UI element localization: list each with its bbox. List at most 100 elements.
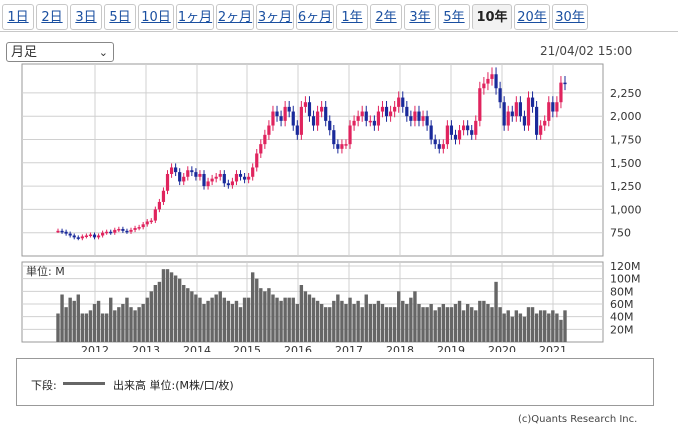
candle-body (182, 176, 186, 182)
volume-bar (125, 297, 129, 342)
volume-bar (502, 313, 506, 342)
tab-9[interactable]: 6ヶ月 (296, 4, 334, 30)
tab-12[interactable]: 3年 (404, 4, 436, 30)
tab-16[interactable]: 30年 (552, 4, 588, 30)
tab-2[interactable]: 2日 (36, 4, 68, 30)
volume-bar (413, 291, 417, 342)
tab-1[interactable]: 1日 (2, 4, 34, 30)
candle-body (449, 125, 454, 135)
candle-body (105, 231, 109, 234)
candle-body (510, 111, 514, 117)
candle-body (271, 111, 275, 126)
candle-body (247, 176, 251, 180)
volume-unit-label: 単位: M (26, 264, 65, 278)
volume-bar (340, 300, 344, 342)
volume-bar (80, 313, 85, 342)
volume-bar (538, 310, 543, 342)
volume-bar (478, 300, 482, 342)
candle-body (311, 116, 316, 126)
volume-bar (275, 297, 279, 342)
volume-bar (510, 316, 514, 342)
select-value: 月足 (11, 45, 38, 60)
candle-body (470, 130, 474, 135)
volume-bar (210, 297, 214, 342)
volume-bar (388, 307, 393, 342)
candle-body (194, 172, 198, 177)
candle-body (315, 111, 320, 126)
tab-6[interactable]: 1ヶ月 (176, 4, 214, 30)
tab-13[interactable]: 5年 (438, 4, 470, 30)
candle-body (376, 111, 381, 126)
candle-body (539, 125, 543, 135)
volume-tick-label: 20M (610, 323, 634, 336)
volume-bar (543, 310, 547, 342)
candle-body (80, 236, 84, 239)
candle-body (555, 102, 559, 112)
candle-body (490, 74, 494, 79)
volume-bar (474, 310, 478, 342)
candle-body (417, 111, 421, 121)
candle-body (380, 106, 385, 112)
tab-7[interactable]: 2ヶ月 (216, 4, 254, 30)
candle-body (372, 120, 376, 126)
volume-bar (88, 310, 93, 342)
year-label: 2012 (81, 344, 109, 352)
volume-bar (157, 281, 162, 342)
volume-bar (202, 304, 206, 342)
volume-bar (360, 307, 364, 342)
tab-14[interactable]: 10年 (472, 4, 512, 30)
volume-bar (563, 310, 567, 342)
candle-body (466, 125, 470, 131)
volume-bar (470, 307, 474, 342)
candle-body (543, 120, 547, 126)
candle-body (457, 130, 462, 140)
volume-bar (530, 307, 535, 342)
candle-body (445, 125, 449, 145)
volume-bar (141, 304, 145, 342)
candle-body (178, 172, 182, 182)
candle-body (437, 144, 441, 149)
tab-8[interactable]: 3ヶ月 (256, 4, 294, 30)
volume-bar (453, 304, 458, 342)
year-label: 2015 (233, 344, 261, 352)
candle-body (206, 181, 210, 187)
volume-bar (417, 304, 421, 342)
tab-5[interactable]: 10日 (138, 4, 174, 30)
candle-body (72, 235, 76, 238)
volume-bar (169, 272, 174, 342)
volume-bar (242, 297, 247, 342)
volume-bar (109, 297, 113, 342)
volume-bar (234, 300, 239, 342)
candle-body (340, 144, 344, 149)
candle-body (165, 173, 170, 191)
candle-period-select[interactable]: 月足 ⌄ (6, 42, 114, 62)
tab-15[interactable]: 20年 (514, 4, 550, 30)
volume-panel: 2012 2013 2014 2015 2016 2017 2018 2019 2020 2021… (21, 260, 641, 352)
volume-bar (283, 297, 287, 342)
volume-bar (238, 307, 243, 342)
volume-bar (96, 300, 101, 342)
volume-bar (218, 291, 222, 342)
candle-body (486, 78, 490, 84)
candle-body (506, 111, 510, 126)
price-tick-label: 1,500 (610, 157, 642, 170)
candle-body (356, 116, 360, 121)
volume-bar (534, 313, 539, 342)
candle-body (421, 116, 425, 121)
tab-3[interactable]: 3日 (70, 4, 102, 30)
volume-bar (323, 307, 328, 342)
candle-body (267, 125, 271, 135)
volume-bar (348, 297, 352, 342)
volume-bar (421, 307, 425, 342)
tab-11[interactable]: 2年 (370, 4, 402, 30)
volume-tick-label: 100M (610, 273, 641, 286)
volume-bar (149, 291, 153, 342)
volume-bar (392, 307, 397, 342)
volume-bar (555, 313, 559, 342)
candle-body (413, 111, 417, 121)
candle-body (551, 102, 555, 112)
tab-10[interactable]: 1年 (336, 4, 368, 30)
candle-body (60, 230, 64, 233)
tab-4[interactable]: 5日 (104, 4, 136, 30)
candle-body (522, 116, 527, 126)
